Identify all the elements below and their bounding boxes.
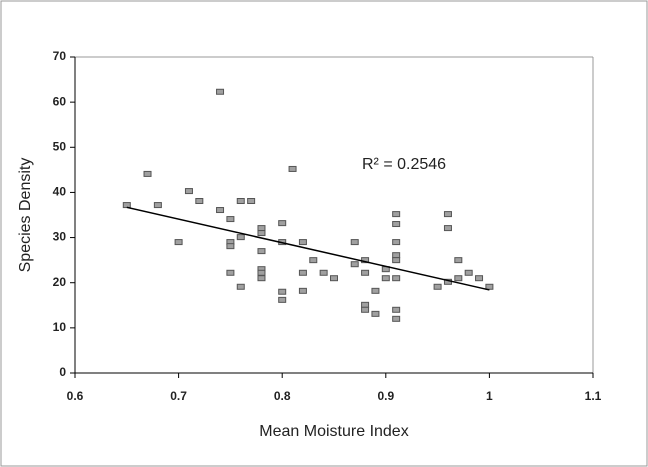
point: [381, 275, 390, 282]
point: [257, 269, 266, 276]
point: [309, 257, 318, 264]
point: [361, 306, 370, 313]
point: [392, 239, 401, 246]
point: [454, 275, 463, 282]
y-tick-label: 50: [53, 139, 67, 153]
point: [443, 225, 452, 232]
point: [278, 288, 287, 295]
point: [278, 296, 287, 303]
point: [392, 257, 401, 264]
annotation: R² = 0.2546: [362, 156, 446, 173]
point: [298, 287, 307, 294]
point: [392, 275, 401, 282]
point: [298, 269, 307, 276]
point: [226, 243, 235, 250]
point: [257, 230, 266, 237]
point: [330, 275, 338, 282]
point: [236, 234, 245, 241]
y-tick-label: 70: [53, 49, 67, 63]
x-tick-label: 1.1: [585, 389, 602, 403]
point: [257, 248, 266, 255]
y-tick-label: 30: [53, 230, 67, 244]
point: [174, 239, 183, 246]
point: [485, 283, 494, 290]
point: [236, 283, 245, 290]
point: [392, 315, 401, 322]
x-axis-title: Mean Moisture Index: [259, 423, 408, 440]
point: [361, 269, 370, 276]
trendline: [126, 206, 490, 291]
point: [257, 275, 266, 282]
y-tick-label: 10: [53, 320, 67, 334]
point: [392, 211, 401, 218]
y-axis-title: Species Density: [17, 158, 34, 273]
y-tick-label: 0: [59, 365, 66, 379]
point: [433, 283, 442, 290]
y-tick-label: 60: [53, 94, 67, 108]
point: [319, 269, 328, 276]
point: [257, 225, 266, 232]
y-tick-label: 40: [53, 185, 67, 199]
point: [454, 257, 463, 264]
point: [392, 306, 401, 313]
point: [226, 216, 235, 223]
x-tick-label: 0.6: [67, 389, 84, 403]
point: [288, 165, 297, 172]
point: [350, 239, 359, 246]
x-tick-label: 0.9: [377, 389, 394, 403]
point: [122, 202, 131, 209]
point: [216, 88, 225, 95]
point: [361, 301, 370, 308]
x-tick-label: 0.7: [170, 389, 187, 403]
point: [278, 220, 287, 227]
point: [247, 198, 256, 205]
point: [464, 269, 473, 276]
point: [236, 198, 245, 205]
point: [195, 198, 204, 205]
x-tick-label: 1: [486, 389, 493, 403]
point: [184, 188, 193, 195]
point: [298, 239, 307, 246]
x-tick-label: 0.8: [274, 389, 291, 403]
y-tick-label: 20: [53, 275, 67, 289]
point: [475, 275, 484, 282]
point: [392, 221, 401, 228]
point: [143, 170, 152, 177]
point: [226, 269, 235, 276]
point: [443, 211, 452, 218]
point: [371, 287, 380, 294]
point: [371, 310, 380, 317]
point: [392, 252, 401, 259]
point: [216, 207, 225, 214]
point: [153, 202, 162, 209]
point: [350, 261, 359, 268]
